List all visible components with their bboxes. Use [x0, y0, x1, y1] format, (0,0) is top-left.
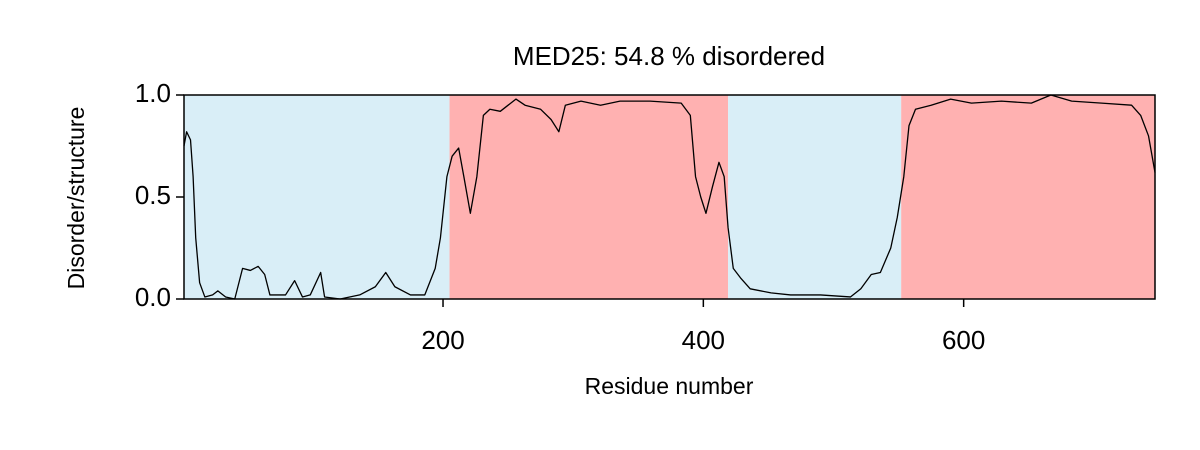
chart-title: MED25: 54.8 % disordered	[513, 41, 825, 71]
x-tick-label: 400	[682, 325, 725, 355]
region	[184, 95, 450, 299]
y-tick-label: 0.0	[135, 282, 171, 312]
plot-area	[183, 94, 1156, 300]
region	[728, 95, 902, 299]
y-tick-label: 1.0	[135, 78, 171, 108]
regions	[184, 95, 1155, 299]
x-tick-label: 200	[421, 325, 464, 355]
x-tick-label: 600	[942, 325, 985, 355]
y-axis-label: Disorder/structure	[63, 107, 89, 290]
disorder-line	[183, 94, 1156, 300]
y-tick-label: 0.5	[135, 180, 171, 210]
region	[901, 95, 1155, 299]
region	[449, 95, 729, 299]
x-axis-label: Residue number	[585, 373, 754, 399]
